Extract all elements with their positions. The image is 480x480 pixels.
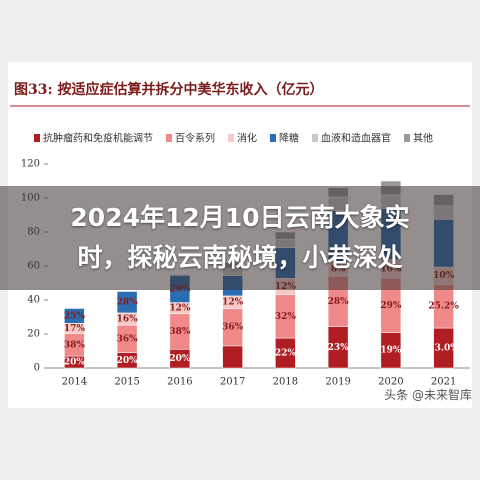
x-tick-label: 2014 [62, 377, 87, 388]
segment-label: 29% [380, 301, 402, 311]
segment-label: 25% [64, 311, 86, 321]
legend-swatch [34, 134, 40, 142]
legend-label: 其他 [413, 132, 433, 145]
segment-label: 20% [117, 356, 139, 366]
segment-label: 28% [117, 298, 139, 308]
x-tick-label: 2021 [431, 377, 456, 388]
x-tick-label: 2020 [378, 377, 403, 388]
chart-title: 图33: 按适应症估算并拆分中美华东收入（亿元） [14, 81, 324, 98]
legend-swatch [228, 134, 234, 142]
legend-label: 百令系列 [175, 132, 215, 145]
segment-label: 36% [117, 334, 139, 344]
segment-label: 25.2% [428, 302, 459, 312]
x-tick-label: 2018 [273, 377, 298, 388]
legend-swatch [404, 134, 410, 142]
segment-label: 23% [328, 343, 350, 353]
segment-label: 36% [222, 323, 244, 333]
segment-label: 12% [169, 304, 191, 314]
headline-line: 时，探秘云南秘境，小巷深处 [77, 243, 403, 272]
segment-label: 19% [380, 346, 402, 356]
segment-label: 28% [328, 297, 350, 307]
legend-swatch [270, 134, 276, 142]
segment-label: 23.0% [428, 344, 459, 354]
legend-swatch [166, 134, 172, 142]
x-tick-label: 2019 [325, 377, 350, 388]
y-tick-label: 0 [34, 363, 40, 374]
segment-label: 20% [64, 358, 86, 368]
bar-segment [116, 291, 138, 314]
segment-label: 17% [64, 324, 86, 334]
y-tick-label: 40 [27, 295, 40, 306]
segment-label: 38% [169, 327, 191, 337]
legend-label: 消化 [237, 132, 257, 145]
legend-swatch [312, 134, 318, 142]
headline-overlay: 2024年12月10日云南大象实 时，探秘云南秘境，小巷深处 [0, 186, 480, 290]
bar-segment [222, 345, 243, 369]
segment-label: 20% [169, 354, 191, 364]
y-tick-label: 20 [27, 329, 40, 340]
y-tick-label: 120 [21, 159, 40, 170]
x-tick-label: 2015 [114, 377, 139, 388]
segment-label: 12% [222, 298, 244, 308]
x-tick-label: 2017 [220, 377, 245, 388]
segment-label: 16% [117, 315, 139, 325]
watermark: 头条 @未来智库 [384, 388, 472, 402]
segment-label: 38% [64, 340, 86, 350]
legend-label: 降糖 [279, 132, 299, 145]
legend-label: 抗肿瘤药和免疫机能调节 [43, 132, 153, 145]
headline-line: 2024年12月10日云南大象实 [70, 203, 410, 232]
x-tick-label: 2016 [167, 377, 192, 388]
bar-segment [64, 308, 85, 324]
segment-label: 32% [275, 312, 297, 322]
segment-label: 22% [275, 349, 297, 359]
legend-label: 血液和造血器官 [321, 132, 391, 145]
